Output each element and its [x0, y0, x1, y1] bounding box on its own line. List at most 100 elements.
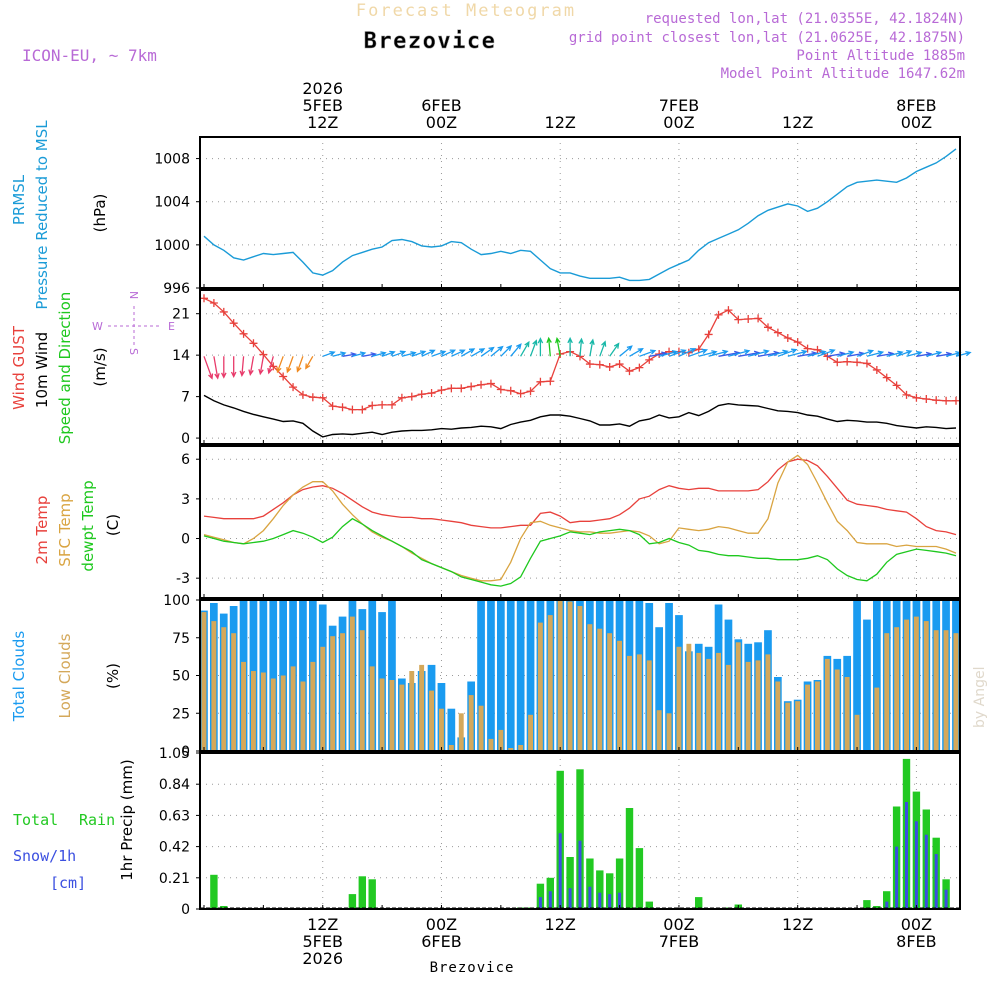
low-cloud-bar: [587, 624, 593, 751]
low-cloud-bar: [716, 652, 721, 751]
gust-marker: [417, 390, 426, 399]
wind-arrow: [441, 349, 457, 357]
low-cloud-bar: [528, 714, 533, 751]
low-cloud-bar: [696, 652, 702, 751]
bottom-time-label: 7FEB: [659, 932, 699, 951]
y-tick-label: 0: [181, 902, 190, 918]
total-cloud-bar: [477, 600, 485, 751]
y-tick-label: 6: [181, 452, 190, 468]
bottom-time-label: 8FEB: [896, 932, 936, 951]
wind-arrow: [352, 351, 367, 357]
wind-arrow: [221, 356, 227, 379]
rain-label: Rain: [79, 811, 115, 829]
low-cloud-bar: [419, 664, 425, 751]
rain-bar: [635, 848, 644, 909]
gust-marker: [427, 389, 436, 398]
low-cloud-bar: [211, 621, 217, 751]
wind-arrow: [599, 340, 607, 357]
wind-arrow: [777, 348, 798, 357]
gust-marker: [229, 319, 238, 328]
wind-arrow: [286, 356, 294, 374]
total-cloud-bar: [487, 600, 495, 751]
low-cloud-bar: [745, 661, 751, 751]
top-time-label: 8FEB: [896, 96, 936, 115]
snow-bar: [905, 802, 908, 909]
y-tick-label: 100: [163, 593, 190, 609]
gust-marker: [783, 333, 792, 342]
low-cloud-bar: [260, 672, 266, 751]
top-time-label: 12Z: [307, 113, 338, 132]
wind-arrow: [421, 349, 436, 357]
total-cloud-bar: [655, 627, 663, 751]
location-title: Brezovice: [364, 29, 497, 54]
gust-marker: [902, 390, 911, 399]
low-cloud-bar: [429, 690, 434, 751]
gust-marker: [892, 381, 901, 390]
bottom-time-label: 12Z: [545, 915, 576, 934]
low-cloud-bar: [270, 678, 276, 751]
wind-arrow: [411, 350, 427, 357]
wind-arrow: [546, 336, 552, 357]
gust-marker: [239, 329, 248, 338]
total-label: Total: [13, 811, 58, 829]
y-tick-label: 1004: [154, 195, 190, 211]
wind-arrow: [322, 350, 336, 357]
watermark: by Angel: [972, 667, 988, 728]
low-cloud-bar: [666, 713, 672, 752]
low-cloud-bar: [735, 642, 741, 751]
clouds-unit-label: (%): [104, 663, 122, 689]
sfc-temp-label: SFC Temp: [56, 493, 74, 566]
low-cloud-bar: [894, 627, 900, 751]
gust-marker: [378, 400, 387, 409]
wind-arrow: [391, 350, 407, 357]
total-cloud-bar: [526, 600, 535, 751]
low-cloud-bar: [706, 658, 712, 751]
wind-arrow: [296, 356, 304, 373]
gust-marker: [467, 382, 476, 391]
top-time-label: 12Z: [782, 113, 813, 132]
wind-arrow: [203, 356, 214, 380]
y-tick-label: 7: [181, 390, 190, 406]
gust-marker: [407, 392, 416, 401]
compass-w: W: [92, 320, 103, 333]
top-time-label: 5FEB: [303, 96, 343, 115]
gust-marker: [368, 401, 377, 410]
gust-marker: [536, 377, 545, 386]
gust-marker: [694, 345, 703, 354]
y-tick-label: 0.84: [159, 777, 190, 793]
gust-marker: [318, 393, 327, 402]
snow-bar: [608, 894, 612, 909]
top-time-label: 6FEB: [421, 96, 461, 115]
wind-arrow: [451, 349, 466, 357]
top-time-label: 00Z: [901, 113, 932, 132]
pressure-msl-label: Pressure Reduced to MSL: [33, 120, 51, 310]
rain-bar: [220, 906, 228, 909]
gust-marker: [338, 403, 347, 412]
wind-arrow: [520, 340, 530, 357]
wind-arrow: [213, 356, 220, 380]
wind-arrow: [906, 350, 923, 357]
rain-bar: [606, 873, 614, 909]
low-cloud-bar: [676, 646, 682, 751]
low-cloud-bar: [795, 701, 801, 751]
snow-bar: [588, 886, 592, 909]
snow-bar: [578, 840, 582, 909]
total-cloud-bar: [873, 600, 881, 751]
total-cloud-bar: [447, 708, 456, 751]
rain-bar: [883, 891, 891, 909]
low-cloud-bar: [201, 612, 207, 751]
wind-arrow: [955, 350, 972, 357]
gust-marker: [773, 328, 782, 337]
gust-marker: [793, 338, 802, 347]
rain-bar: [358, 876, 366, 909]
model-label: ICON-EU, ~ 7km: [22, 46, 157, 65]
rain-bar: [536, 883, 545, 909]
gust-marker: [744, 315, 753, 324]
low-cloud-bar: [439, 708, 444, 751]
gust-marker: [595, 360, 604, 369]
bottom-time-label: 12Z: [307, 915, 338, 934]
gust-marker: [279, 372, 288, 381]
wind-arrow: [567, 336, 573, 357]
rain-bar: [596, 870, 604, 909]
gust-marker: [437, 386, 446, 395]
